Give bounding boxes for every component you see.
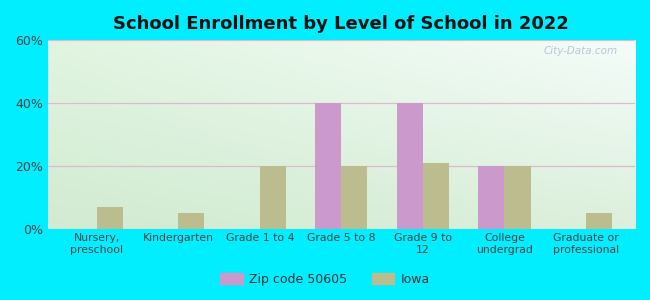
Title: School Enrollment by Level of School in 2022: School Enrollment by Level of School in … [114, 15, 569, 33]
Bar [97, 207, 123, 229]
Bar [260, 166, 286, 229]
Bar [423, 163, 449, 229]
Legend: Zip code 50605, Iowa: Zip code 50605, Iowa [215, 268, 435, 291]
Bar [397, 103, 423, 229]
Bar [178, 213, 204, 229]
Text: City-Data.com: City-Data.com [543, 46, 618, 56]
Bar [315, 103, 341, 229]
Bar [341, 166, 367, 229]
Bar [586, 213, 612, 229]
Bar [504, 166, 530, 229]
Bar [478, 166, 504, 229]
